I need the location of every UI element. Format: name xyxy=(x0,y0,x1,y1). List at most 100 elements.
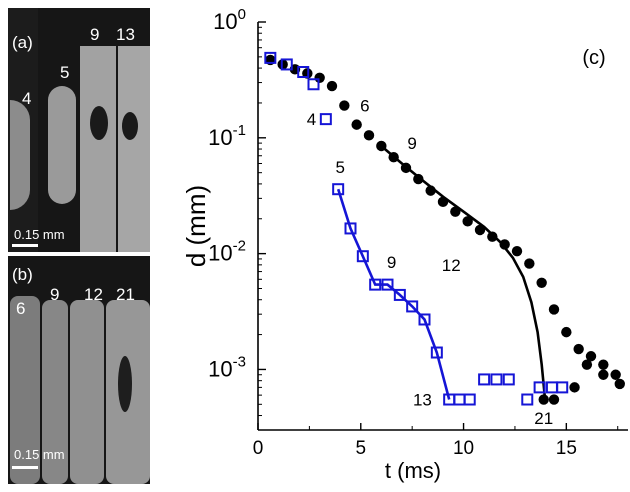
frame-label: 13 xyxy=(116,25,135,44)
frame-label: 4 xyxy=(22,89,32,108)
data-point xyxy=(581,359,593,370)
y-tick-label: 100 xyxy=(213,6,246,34)
x-tick-label: 5 xyxy=(355,438,366,459)
data-point xyxy=(499,239,510,250)
annotation-label: 6 xyxy=(360,97,369,116)
annotation-label: 9 xyxy=(387,253,396,272)
frame-label: 21 xyxy=(116,285,135,304)
fit-line xyxy=(336,188,451,400)
data-point xyxy=(478,373,491,386)
scale-bar-text: 0.15 mm xyxy=(14,227,65,242)
data-point xyxy=(418,313,431,326)
frame-label: 12 xyxy=(84,285,103,304)
frame-strip xyxy=(80,46,116,252)
data-point xyxy=(363,130,375,141)
fit-line xyxy=(380,145,547,397)
data-point xyxy=(307,78,320,91)
data-point xyxy=(474,224,486,236)
frame-label: 9 xyxy=(90,25,100,44)
data-point xyxy=(521,393,534,406)
neck-drop xyxy=(118,356,132,412)
data-point xyxy=(462,216,473,227)
data-point xyxy=(548,394,560,405)
annotation-label: 5 xyxy=(335,158,344,177)
data-point xyxy=(314,72,325,83)
data-point xyxy=(533,381,546,394)
scale-bar xyxy=(12,244,38,247)
data-point xyxy=(376,140,387,152)
data-point xyxy=(369,278,382,291)
data-point xyxy=(351,119,362,130)
y-axis-label: d (mm) xyxy=(181,185,211,267)
frame-strip xyxy=(118,46,150,252)
data-point xyxy=(545,381,558,394)
data-point xyxy=(463,393,476,406)
data-point xyxy=(487,231,498,242)
panel-b-label: (b) xyxy=(12,265,33,284)
data-point xyxy=(598,369,609,380)
frame-strip xyxy=(70,300,104,484)
scale-bar-text: 0.15 mm xyxy=(14,447,65,462)
data-point xyxy=(280,58,293,71)
data-point xyxy=(344,222,357,235)
data-point xyxy=(430,346,443,359)
data-point xyxy=(511,245,523,257)
annotation-label: 9 xyxy=(407,134,416,153)
data-point xyxy=(400,162,412,174)
data-point xyxy=(326,80,338,92)
neck-drop xyxy=(122,112,138,140)
frame-strip xyxy=(10,296,40,484)
data-point xyxy=(339,100,350,111)
frame-strip xyxy=(42,300,68,484)
y-tick-label: 10-3 xyxy=(208,353,246,381)
data-point xyxy=(573,343,584,355)
y-tick-label: 10-2 xyxy=(208,238,246,266)
annotation-label: 4 xyxy=(307,110,316,129)
x-axis-label: t (ms) xyxy=(385,458,441,483)
data-point xyxy=(556,381,569,394)
data-point xyxy=(356,250,369,263)
data-point xyxy=(264,51,277,64)
data-point xyxy=(381,278,394,291)
data-point xyxy=(585,351,597,362)
data-point xyxy=(548,304,560,315)
data-point xyxy=(425,185,436,196)
neck-drop xyxy=(90,106,108,140)
data-point xyxy=(388,152,399,163)
data-point xyxy=(490,373,503,386)
data-point xyxy=(437,196,449,208)
frame-strip xyxy=(10,100,30,210)
annotation-label: 21 xyxy=(534,409,553,428)
data-point xyxy=(319,113,332,126)
data-point xyxy=(413,173,424,185)
annotation-label: 12 xyxy=(442,256,461,275)
frame-strip xyxy=(48,86,76,204)
data-point xyxy=(524,258,535,269)
data-point xyxy=(406,300,419,313)
data-point xyxy=(502,373,515,386)
panel-a-label: (a) xyxy=(12,33,33,52)
frame-label: 5 xyxy=(60,63,70,82)
data-point xyxy=(297,66,310,79)
annotation-label: 13 xyxy=(413,391,432,410)
data-point xyxy=(610,369,621,380)
data-point xyxy=(393,288,406,301)
x-tick-label: 15 xyxy=(556,438,577,459)
data-point xyxy=(450,206,461,217)
data-point xyxy=(538,394,549,405)
data-point xyxy=(536,277,547,288)
data-point xyxy=(598,359,609,370)
frame-label: 9 xyxy=(50,285,60,304)
frame-label: 6 xyxy=(16,299,26,318)
image-panel-b: (b) 6 9 12 21 0.15 mm xyxy=(8,256,150,484)
scale-bar xyxy=(12,466,38,469)
y-tick-label: 10-1 xyxy=(208,122,246,150)
panel-c-label: (c) xyxy=(582,47,605,69)
data-point xyxy=(614,378,625,390)
data-point xyxy=(569,382,580,393)
data-point xyxy=(453,393,466,406)
image-panel-a: (a) 4 5 9 13 0.15 mm xyxy=(8,8,150,252)
x-tick-label: 0 xyxy=(253,438,264,459)
